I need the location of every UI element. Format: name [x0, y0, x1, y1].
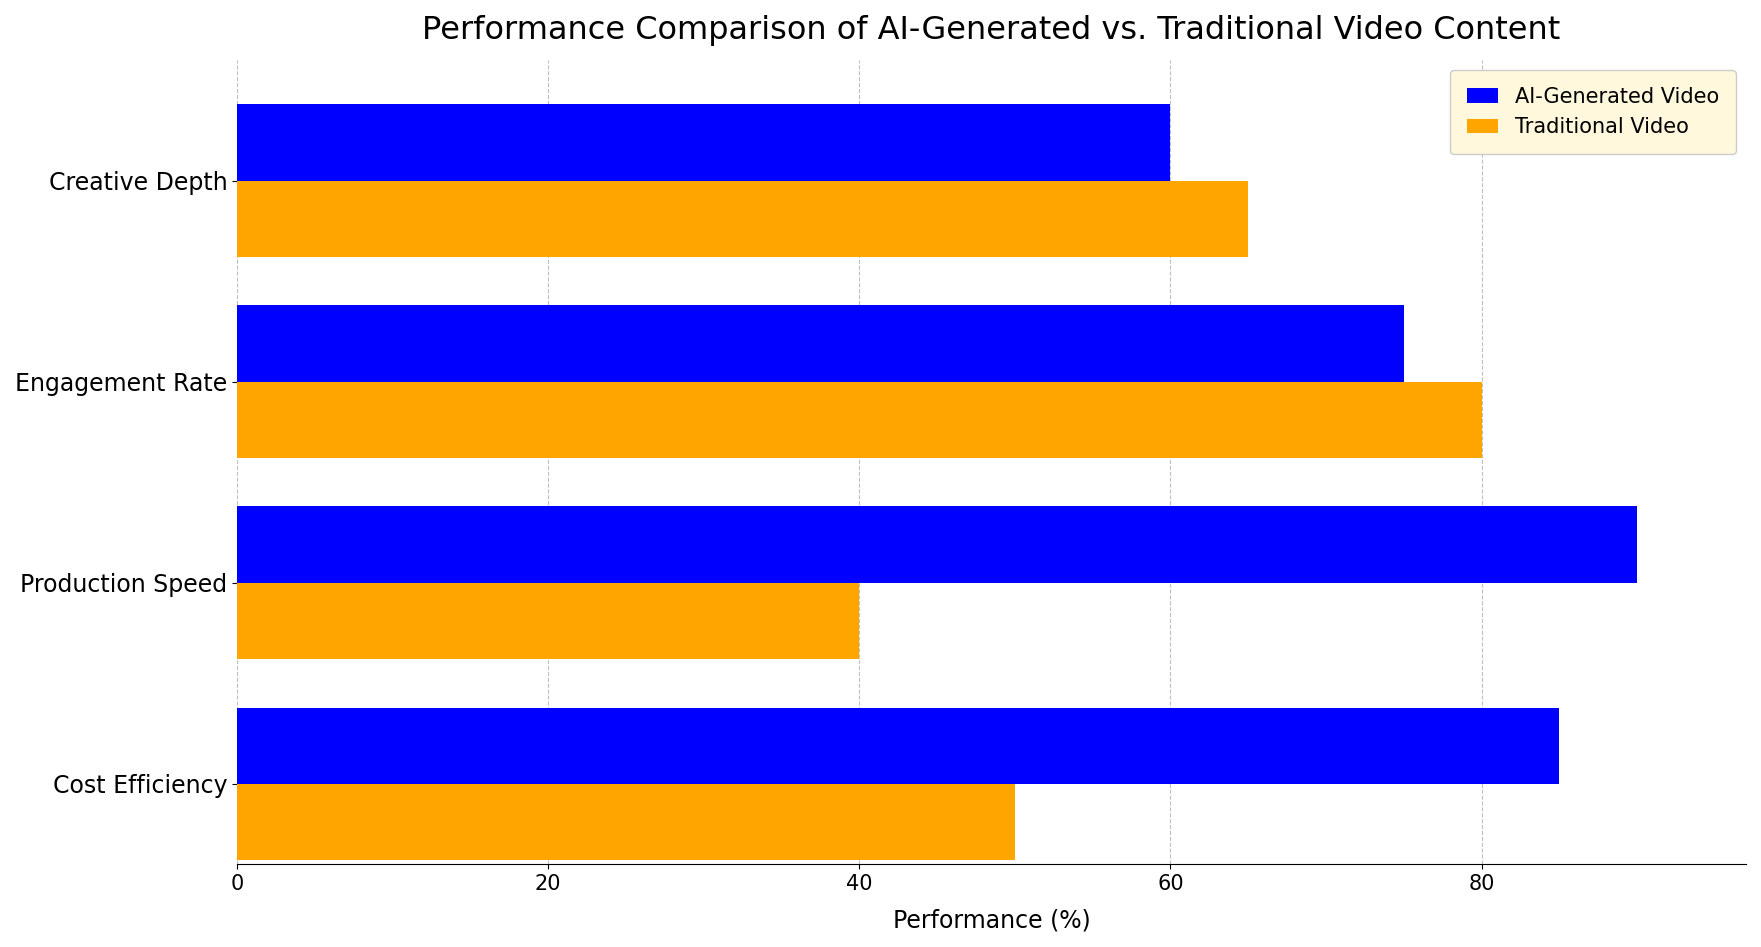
- Bar: [238, 507, 1638, 582]
- Bar: [238, 104, 1171, 181]
- Bar: [238, 305, 1404, 382]
- Legend: AI-Generated Video, Traditional Video: AI-Generated Video, Traditional Video: [1449, 70, 1736, 154]
- Bar: [238, 707, 1558, 784]
- Title: Performance Comparison of AI-Generated vs. Traditional Video Content: Performance Comparison of AI-Generated v…: [423, 15, 1560, 46]
- Bar: [238, 582, 859, 659]
- X-axis label: Performance (%): Performance (%): [893, 908, 1090, 932]
- Bar: [238, 181, 1249, 257]
- Bar: [238, 382, 1481, 458]
- Bar: [238, 784, 1014, 861]
